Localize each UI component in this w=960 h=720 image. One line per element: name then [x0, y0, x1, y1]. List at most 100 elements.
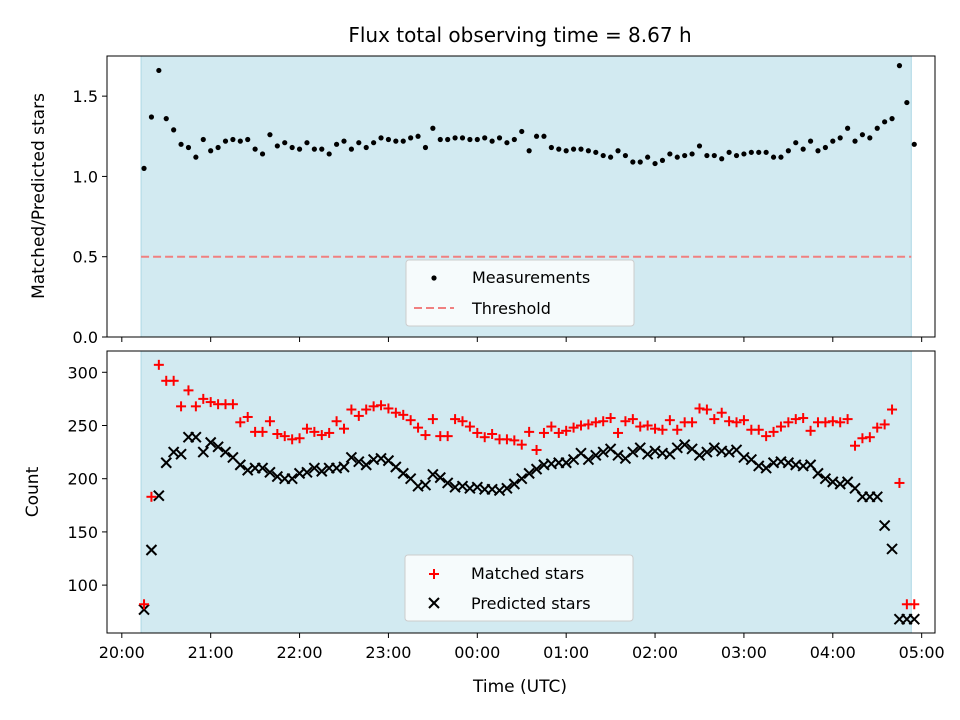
- predicted-star-point: [264, 466, 276, 479]
- legend-predicted-marker: [428, 597, 440, 609]
- x-stroke: [745, 453, 758, 466]
- measurement-point: [319, 146, 325, 152]
- matched-star-point: [879, 419, 890, 430]
- x-tick-label: 23:00: [365, 643, 411, 662]
- legend-matched-label: Matched stars: [471, 564, 584, 583]
- x-stroke: [330, 462, 343, 474]
- x-stroke: [767, 457, 780, 469]
- x-stroke: [390, 461, 402, 473]
- x-stroke: [671, 442, 683, 454]
- x-stroke: [760, 462, 772, 474]
- measurement-point: [156, 67, 162, 74]
- x-stroke: [338, 461, 350, 473]
- predicted-star-point: [219, 446, 232, 458]
- x-stroke: [686, 443, 698, 455]
- chart-title: Flux total observing time = 8.67 h: [348, 23, 691, 47]
- x-stroke: [701, 446, 713, 458]
- matched-star-point: [864, 432, 875, 443]
- bottom-panel: 100 150 200 250 300 20:00 21:00 22:00 23:00 00:0…: [23, 350, 945, 697]
- x-stroke: [641, 448, 654, 460]
- measurement-point: [333, 141, 340, 147]
- bottom-legend-box: [404, 554, 634, 622]
- x-tick-label: 03:00: [721, 643, 767, 662]
- predicted-star-point: [582, 453, 595, 466]
- measurement-point: [763, 149, 769, 155]
- matched-star-point: [524, 426, 535, 437]
- measurement-point: [163, 116, 169, 122]
- measurement-point: [689, 151, 695, 157]
- measurement-point: [437, 136, 443, 143]
- x-stroke: [464, 482, 476, 494]
- measurement-point: [615, 148, 621, 154]
- x-stroke: [723, 446, 735, 458]
- matched-star-point: [842, 414, 853, 425]
- matched-star-point: [242, 411, 253, 422]
- matched-star-point: [538, 427, 549, 438]
- matched-star-point: [872, 422, 883, 433]
- matched-star-point: [146, 491, 157, 502]
- measurement-point: [674, 154, 680, 160]
- measurement-point: [696, 143, 703, 149]
- measurement-point: [489, 138, 495, 144]
- measurement-point: [711, 152, 717, 159]
- predicted-star-point: [256, 462, 269, 474]
- x-stroke: [308, 462, 321, 474]
- measurement-point: [422, 144, 429, 151]
- matched-star-point: [598, 416, 609, 427]
- x-stroke: [886, 543, 898, 555]
- matched-star-point: [553, 427, 564, 438]
- matched-star-point: [190, 401, 201, 412]
- measurement-point: [267, 132, 273, 138]
- predicted-star-point: [886, 543, 898, 555]
- top-plot-frame: [106, 55, 936, 338]
- measurement-point: [682, 152, 688, 159]
- matched-star-point: [790, 414, 801, 425]
- x-stroke: [804, 459, 817, 471]
- measurement-point: [215, 144, 221, 151]
- top-y-tick-label: 1.0: [73, 167, 98, 186]
- matched-star-point: [413, 422, 424, 433]
- x-stroke: [834, 478, 846, 490]
- measurement-point: [445, 136, 451, 143]
- matched-star-point: [561, 425, 572, 436]
- matched-star-point: [257, 426, 268, 437]
- x-stroke: [634, 442, 646, 454]
- measurement-point: [393, 138, 399, 144]
- matched-star-point: [701, 404, 712, 415]
- x-axis-label: Time (UTC): [472, 677, 567, 697]
- x-stroke: [412, 480, 424, 492]
- matched-star-point: [227, 399, 238, 410]
- matched-star-point: [309, 426, 320, 437]
- predicted-star-point: [419, 479, 432, 491]
- measurement-point: [356, 140, 362, 146]
- x-stroke: [419, 479, 432, 491]
- x-tick-label: 00:00: [454, 643, 500, 662]
- measurement-point: [341, 138, 347, 144]
- matched-star-point: [324, 427, 335, 438]
- x-stroke: [493, 484, 506, 497]
- measurement-point: [548, 144, 554, 151]
- matched-star-point: [457, 416, 468, 427]
- matched-star-point: [235, 417, 246, 428]
- matched-star-point: [383, 403, 394, 414]
- measurement-point: [230, 136, 236, 143]
- predicted-star-point: [908, 613, 920, 625]
- x-stroke: [301, 466, 313, 479]
- predicted-star-point: [204, 436, 217, 449]
- top-legend-box: [405, 259, 635, 327]
- x-stroke: [604, 443, 617, 455]
- measurement-point: [622, 152, 629, 159]
- predicted-star-point: [345, 451, 358, 464]
- measurement-point: [482, 135, 488, 141]
- measurement-point: [245, 136, 251, 143]
- measurement-point: [741, 151, 747, 157]
- x-stroke: [575, 447, 587, 459]
- matched-star-point: [768, 426, 779, 437]
- x-stroke: [441, 477, 454, 489]
- measurement-point: [348, 146, 355, 152]
- x-stroke: [256, 462, 269, 474]
- x-stroke: [508, 478, 521, 490]
- matched-star-point: [294, 433, 305, 444]
- measurement-point: [911, 141, 917, 147]
- measurement-point: [378, 135, 384, 141]
